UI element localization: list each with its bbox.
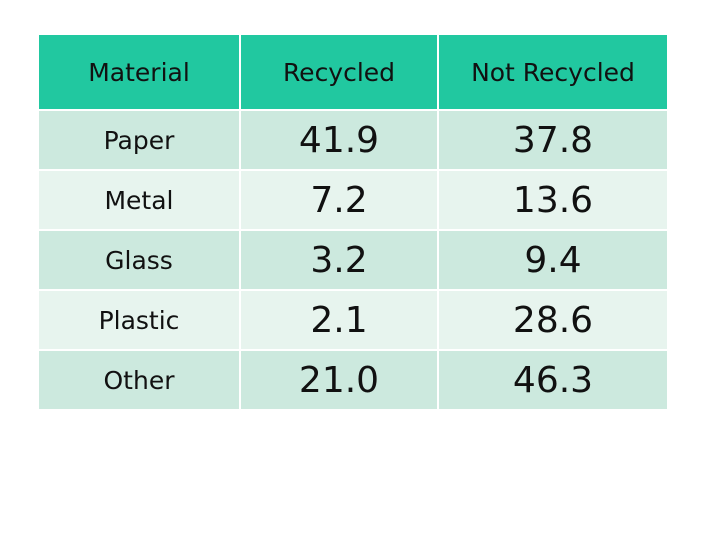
value-cell: 7.2: [239, 169, 439, 231]
header-cell: Recycled: [239, 33, 439, 111]
header-cell: Material: [37, 33, 241, 111]
data-table: Material Recycled Not Recycled Paper 41.9 37…: [37, 33, 669, 411]
material-cell: Glass: [37, 229, 241, 291]
material-cell: Plastic: [37, 289, 241, 351]
material-cell: Paper: [37, 109, 241, 171]
value-cell: 37.8: [437, 109, 669, 171]
value-cell: 3.2: [239, 229, 439, 291]
table-row: Metal 7.2 13.6: [37, 169, 669, 231]
table-body: Paper 41.9 37.8 Metal 7.2 13.6 Glass 3.2 9.4 Plas…: [37, 109, 669, 411]
table-row: Plastic 2.1 28.6: [37, 289, 669, 351]
value-cell: 13.6: [437, 169, 669, 231]
table-row: Paper 41.9 37.8: [37, 109, 669, 171]
value-cell: 21.0: [239, 349, 439, 411]
header-row: Material Recycled Not Recycled: [37, 33, 669, 111]
table-row: Glass 3.2 9.4: [37, 229, 669, 291]
value-cell: 9.4: [437, 229, 669, 291]
value-cell: 46.3: [437, 349, 669, 411]
header-cell: Not Recycled: [437, 33, 669, 111]
value-cell: 28.6: [437, 289, 669, 351]
value-cell: 41.9: [239, 109, 439, 171]
value-cell: 2.1: [239, 289, 439, 351]
material-cell: Metal: [37, 169, 241, 231]
material-cell: Other: [37, 349, 241, 411]
table-row: Other 21.0 46.3: [37, 349, 669, 411]
